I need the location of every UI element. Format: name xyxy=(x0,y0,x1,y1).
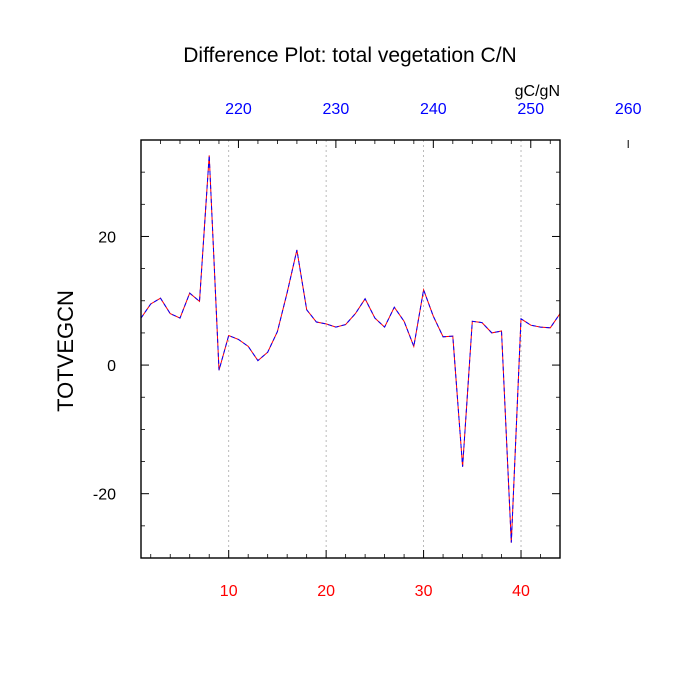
y-tick-label: -20 xyxy=(93,487,116,504)
chart-title: Difference Plot: total vegetation C/N xyxy=(183,44,516,67)
x-tick-label-bottom: 10 xyxy=(220,583,238,600)
x-tick-label-top: 250 xyxy=(517,101,544,118)
x-tick-label-bottom: 30 xyxy=(415,583,433,600)
x-tick-label-bottom: 20 xyxy=(317,583,335,600)
units-label: gC/gN xyxy=(515,83,560,100)
axes: 10 20 30 40 220 230 240 250 260 -20 0 20 xyxy=(93,101,642,600)
x-tick-label-top: 220 xyxy=(225,101,252,118)
x-tick-label-top: 240 xyxy=(420,101,447,118)
plot-frame xyxy=(140,139,561,559)
y-axis-label: TOTVEGCN xyxy=(53,290,78,412)
series-layer xyxy=(140,155,561,543)
series-line-overlay xyxy=(140,155,561,543)
x-tick-label-top: 230 xyxy=(323,101,350,118)
y-tick-label: 20 xyxy=(98,229,116,246)
x-tick-label-top: 260 xyxy=(615,101,642,118)
y-tick-label: 0 xyxy=(107,358,116,375)
x-tick-label-bottom: 40 xyxy=(512,583,530,600)
